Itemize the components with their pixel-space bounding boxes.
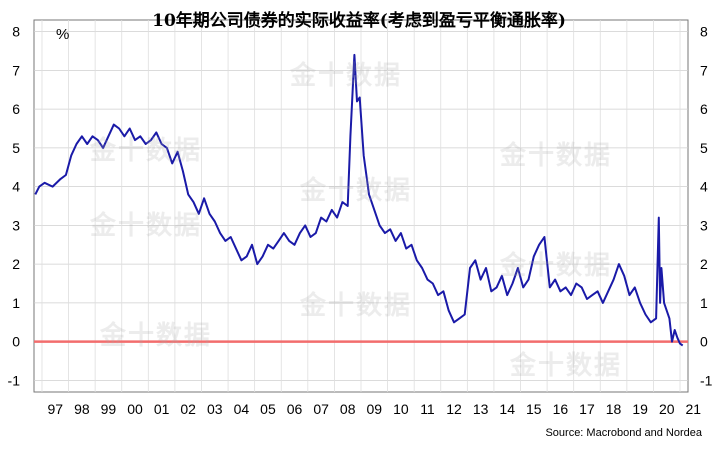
series-line	[34, 53, 684, 347]
y-tick-label-left: 5	[12, 140, 20, 156]
watermark: 金十数据	[100, 320, 213, 350]
y-tick-label-left: -1	[8, 372, 21, 388]
x-tick-label: 02	[180, 401, 196, 417]
x-tick-label: 11	[420, 401, 435, 417]
x-tick-label: 12	[446, 401, 462, 417]
y-tick-label-right: 3	[700, 217, 708, 233]
x-tick-label: 10	[393, 401, 409, 417]
x-tick-label: 05	[260, 401, 276, 417]
x-tick-label: 99	[101, 401, 117, 417]
x-tick-label: 09	[367, 401, 383, 417]
y-tick-label-right: 7	[700, 62, 708, 78]
watermark: 金十数据	[290, 60, 403, 90]
source-note: Source: Macrobond and Nordea	[545, 427, 702, 439]
y-tick-label-left: 7	[12, 62, 20, 78]
x-tick-label: 14	[499, 401, 515, 417]
x-tick-label: 06	[287, 401, 303, 417]
x-tick-label: 03	[207, 401, 223, 417]
y-tick-label-left: 8	[12, 24, 20, 40]
x-tick-label: 08	[340, 401, 356, 417]
watermark: 金十数据	[510, 350, 623, 380]
y-tick-label-right: 0	[700, 334, 708, 350]
watermark: 金十数据	[90, 135, 203, 165]
x-tick-label: 21	[686, 401, 702, 417]
x-tick-label: 97	[47, 401, 63, 417]
x-tick-label: 20	[659, 401, 675, 417]
chart-title: 10年期公司债券的实际收益率(考虑到盈亏平衡通胀率)	[152, 11, 566, 31]
watermark: 金十数据	[90, 210, 203, 240]
watermark: 金十数据	[300, 290, 413, 320]
x-tick-label: 04	[234, 401, 250, 417]
x-tick-label: 00	[127, 401, 143, 417]
watermark: 金十数据	[500, 140, 613, 170]
x-tick-label: 18	[606, 401, 622, 417]
y-tick-label-left: 1	[12, 295, 20, 311]
y-axis-unit-label: %	[56, 26, 70, 43]
y-tick-label-right: 6	[700, 101, 708, 117]
x-tick-label: 19	[632, 401, 648, 417]
y-tick-label-right: -1	[700, 372, 713, 388]
x-tick-label: 07	[313, 401, 329, 417]
x-tick-label: 13	[473, 401, 489, 417]
watermark: 金十数据	[500, 250, 613, 280]
y-tick-label-right: 8	[700, 24, 708, 40]
x-tick-label: 15	[526, 401, 542, 417]
x-tick-label: 17	[579, 401, 595, 417]
x-tick-label: 98	[74, 401, 90, 417]
y-tick-label-left: 0	[12, 334, 20, 350]
y-tick-label-right: 1	[700, 295, 708, 311]
y-tick-label-left: 3	[12, 217, 20, 233]
x-tick-label: 16	[553, 401, 569, 417]
watermark: 金十数据	[300, 175, 413, 205]
x-tick-label: 01	[154, 401, 170, 417]
y-tick-label-left: 6	[12, 101, 20, 117]
y-tick-label-right: 5	[700, 140, 708, 156]
y-tick-label-right: 2	[700, 256, 708, 272]
y-tick-label-left: 2	[12, 256, 20, 272]
y-tick-label-right: 4	[700, 179, 708, 195]
y-tick-label-left: 4	[12, 179, 20, 195]
